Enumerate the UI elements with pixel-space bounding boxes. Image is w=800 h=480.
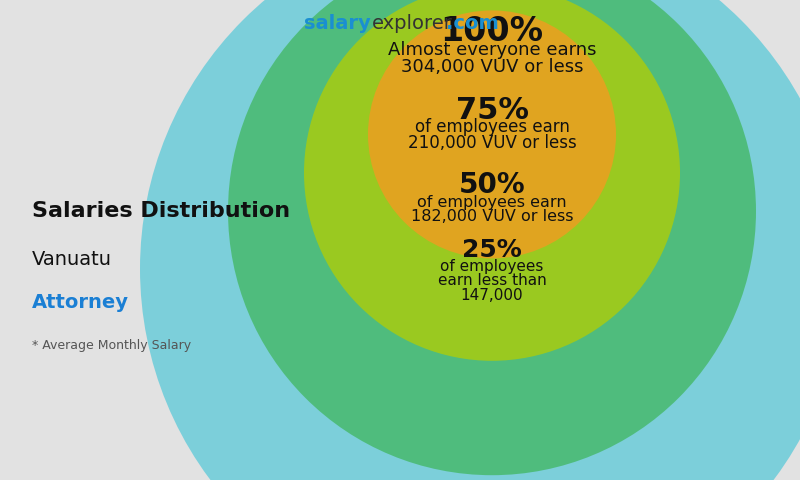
Text: Attorney: Attorney: [32, 293, 129, 312]
Text: 182,000 VUV or less: 182,000 VUV or less: [410, 209, 574, 225]
Text: salary: salary: [304, 14, 370, 34]
Text: .com: .com: [446, 14, 499, 34]
Ellipse shape: [228, 0, 756, 475]
Text: of employees earn: of employees earn: [417, 195, 567, 210]
Text: 25%: 25%: [462, 238, 522, 262]
Text: 75%: 75%: [455, 96, 529, 125]
Text: 50%: 50%: [458, 171, 526, 199]
Text: of employees: of employees: [440, 259, 544, 274]
Text: Vanuatu: Vanuatu: [32, 250, 112, 269]
Ellipse shape: [368, 11, 616, 258]
Text: * Average Monthly Salary: * Average Monthly Salary: [32, 339, 191, 352]
Text: Almost everyone earns: Almost everyone earns: [388, 41, 596, 60]
Text: 147,000: 147,000: [461, 288, 523, 303]
Text: 304,000 VUV or less: 304,000 VUV or less: [401, 58, 583, 76]
Text: Salaries Distribution: Salaries Distribution: [32, 201, 290, 221]
Ellipse shape: [304, 0, 680, 361]
Text: of employees earn: of employees earn: [414, 118, 570, 136]
Text: explorer: explorer: [372, 14, 453, 34]
Text: 100%: 100%: [441, 15, 543, 48]
Text: 210,000 VUV or less: 210,000 VUV or less: [408, 134, 576, 152]
Text: earn less than: earn less than: [438, 273, 546, 288]
Ellipse shape: [140, 0, 800, 480]
